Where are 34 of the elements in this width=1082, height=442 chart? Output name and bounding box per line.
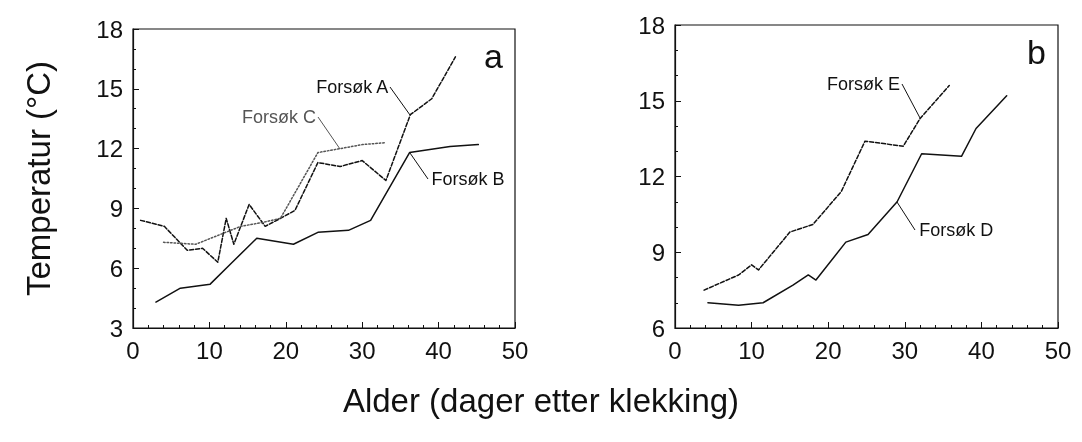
y-tick-label: 9 xyxy=(109,194,123,222)
y-tick-label: 3 xyxy=(109,314,123,342)
x-tick-label: 50 xyxy=(1044,336,1072,364)
x-tick-label: 0 xyxy=(668,336,682,364)
series-label: Forsøk E xyxy=(827,74,901,95)
x-tick-label: 10 xyxy=(738,336,765,364)
x-tick-label: 40 xyxy=(968,336,995,364)
x-tick-label: 30 xyxy=(891,336,919,364)
y-axis-title: Temperatur (°C) xyxy=(19,60,57,297)
y-tick-label: 18 xyxy=(96,15,123,43)
y-tick-label: 18 xyxy=(638,11,665,39)
y-tick-label: 6 xyxy=(651,314,665,342)
y-tick-label: 9 xyxy=(651,238,665,266)
x-axis-title: Alder (dager etter klekking) xyxy=(341,382,741,420)
x-tick-label: 20 xyxy=(814,336,842,364)
line-series xyxy=(162,141,387,246)
x-tick-label: 30 xyxy=(348,336,376,364)
y-tick-label: 12 xyxy=(96,135,123,163)
series-label: Forsøk D xyxy=(919,219,994,240)
x-tick-label: 0 xyxy=(126,336,140,364)
x-tick-label: 20 xyxy=(272,336,300,364)
series-label: Forsøk C xyxy=(242,106,317,127)
y-tick-label: 6 xyxy=(109,254,123,282)
y-tick-label: 15 xyxy=(638,87,665,115)
y-tick-label: 15 xyxy=(96,75,123,103)
x-tick-label: 40 xyxy=(425,336,452,364)
series-label: Forsøk B xyxy=(431,168,505,189)
y-tick-label: 12 xyxy=(638,163,665,190)
x-tick-label: 10 xyxy=(196,336,223,364)
series-label: Forsøk A xyxy=(316,76,389,97)
annotation: a xyxy=(484,37,504,75)
annotation: b xyxy=(1027,33,1046,71)
line-series xyxy=(707,94,1008,307)
x-tick-label: 50 xyxy=(501,336,529,364)
